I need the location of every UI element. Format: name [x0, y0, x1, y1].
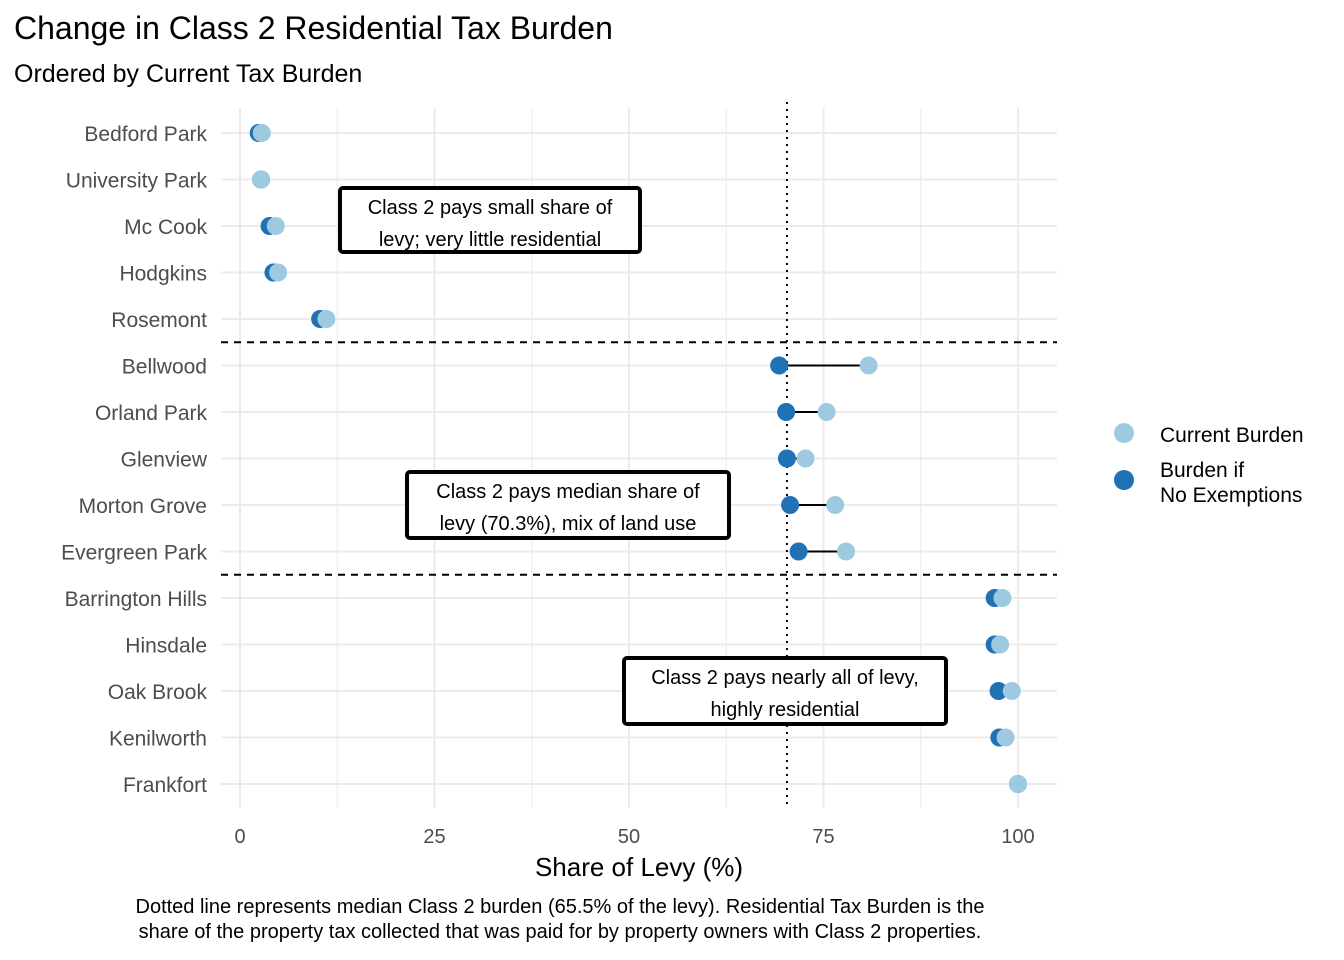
- y-tick-label: Glenview: [121, 449, 208, 472]
- annotation-text: levy (70.3%), mix of land use: [440, 513, 697, 535]
- current-burden-point: [269, 263, 288, 282]
- current-burden-point: [837, 542, 856, 561]
- current-burden-point: [991, 635, 1010, 654]
- x-axis-title: Share of Levy (%): [535, 852, 743, 882]
- legend-no-exemptions-label: No Exemptions: [1160, 484, 1302, 507]
- x-tick-label: 100: [1001, 826, 1034, 848]
- current-burden-point: [996, 728, 1015, 747]
- current-burden-point: [317, 310, 336, 328]
- x-tick-label: 75: [812, 826, 834, 848]
- current-burden-point: [796, 449, 815, 468]
- y-tick-label: Evergreen Park: [61, 542, 207, 565]
- y-tick-label: Morton Grove: [79, 495, 207, 518]
- no-exemptions-point: [770, 356, 789, 375]
- legend-no-exemptions-label: Burden if: [1160, 459, 1244, 482]
- no-exemptions-point: [777, 449, 796, 468]
- caption-line-1: Dotted line represents median Class 2 bu…: [135, 896, 985, 918]
- annotation-border: [405, 470, 731, 540]
- caption: Dotted line represents median Class 2 bu…: [60, 895, 1060, 945]
- current-burden-point: [993, 589, 1012, 607]
- annotation-text: Class 2 pays small share of: [368, 197, 613, 219]
- current-burden-point: [1009, 775, 1027, 793]
- legend-current-burden-label: Current Burden: [1160, 424, 1304, 447]
- legend-current-burden-key: [1114, 423, 1134, 443]
- current-burden-point: [826, 496, 845, 514]
- annotation-box: Class 2 pays nearly all of levy, highly r…: [622, 656, 948, 726]
- current-burden-point: [252, 124, 271, 142]
- no-exemptions-point: [789, 542, 808, 561]
- caption-line-2: share of the property tax collected that…: [138, 921, 982, 943]
- current-burden-point: [859, 356, 878, 375]
- current-burden-point: [252, 170, 271, 189]
- no-exemptions-point: [777, 403, 796, 421]
- current-burden-point: [1002, 682, 1021, 700]
- annotation-text: Class 2 pays nearly all of levy,: [651, 667, 919, 689]
- annotation-box: Class 2 pays median share of levy (70.3%)…: [405, 470, 731, 540]
- annotation-text: levy; very little residential: [379, 229, 601, 251]
- y-tick-label: Bellwood: [122, 356, 207, 379]
- no-exemptions-point: [989, 682, 1008, 700]
- chart-subtitle: Ordered by Current Tax Burden: [14, 60, 363, 88]
- annotation-border: [338, 186, 642, 254]
- y-tick-label: Rosemont: [111, 309, 207, 332]
- y-tick-label: Bedford Park: [84, 123, 207, 146]
- annotation-box: Class 2 pays small share of levy; very li…: [338, 186, 642, 254]
- x-tick-label: 0: [234, 826, 245, 848]
- annotation-border: [622, 656, 948, 726]
- y-tick-label: Kenilworth: [109, 728, 207, 751]
- current-burden-point: [266, 217, 285, 235]
- y-tick-label: Orland Park: [95, 402, 208, 425]
- y-tick-label: Frankfort: [123, 774, 207, 797]
- y-tick-label: Hodgkins: [119, 263, 207, 286]
- y-tick-label: Mc Cook: [124, 216, 207, 239]
- y-tick-label: Oak Brook: [108, 681, 208, 704]
- x-tick-label: 25: [423, 826, 445, 848]
- y-tick-label: University Park: [66, 170, 208, 193]
- y-tick-label: Hinsdale: [125, 635, 207, 658]
- current-burden-point: [817, 403, 836, 421]
- legend-no-exemptions-key: [1114, 470, 1134, 490]
- annotation-text: Class 2 pays median share of: [436, 481, 700, 503]
- x-tick-label: 50: [618, 826, 640, 848]
- y-tick-label: Barrington Hills: [65, 588, 207, 611]
- no-exemptions-point: [781, 496, 800, 514]
- annotation-text: highly residential: [711, 699, 860, 721]
- chart-title: Change in Class 2 Residential Tax Burden: [14, 10, 613, 46]
